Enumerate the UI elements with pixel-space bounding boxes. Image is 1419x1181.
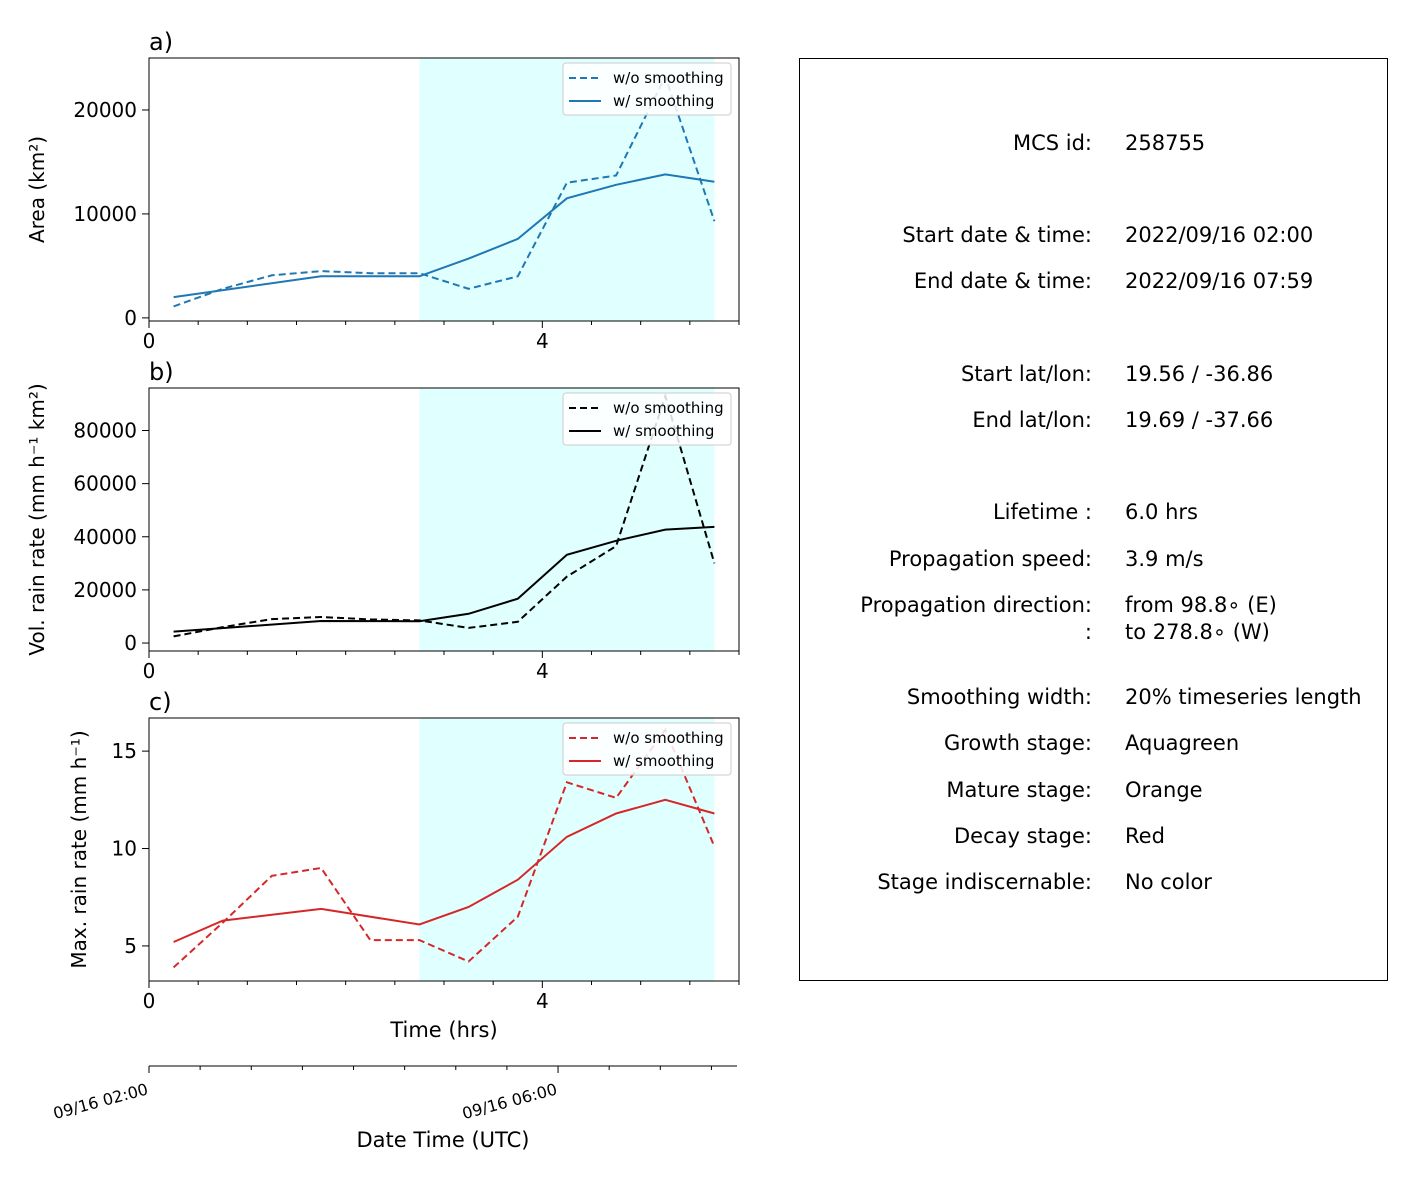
panel-label: b) [149, 358, 174, 386]
x-tick-label: 4 [536, 989, 549, 1013]
info-key: Decay stage: [954, 824, 1092, 848]
info-value: 20% timeseries length [1125, 685, 1362, 709]
legend-entry: w/o smoothing [613, 399, 724, 417]
legend-entry: w/ smoothing [613, 92, 714, 110]
y-tick-label: 10000 [73, 202, 137, 226]
info-value: Orange [1125, 778, 1203, 802]
info-value: 19.56 / -36.86 [1125, 362, 1274, 386]
info-value: 19.69 / -37.66 [1125, 408, 1274, 432]
y-tick-label: 40000 [73, 525, 137, 549]
y-axis-label: Area (km²) [25, 136, 49, 243]
info-key: End lat/lon: [972, 408, 1092, 432]
y-tick-label: 10 [112, 837, 137, 861]
info-value: 258755 [1125, 131, 1206, 155]
series-line-raw [173, 392, 716, 638]
info-key: Mature stage: [946, 778, 1092, 802]
y-tick-label: 5 [124, 934, 137, 958]
y-axis-label: Max. rain rate (mm h⁻¹) [67, 730, 91, 968]
info-value: No color [1125, 870, 1212, 894]
info-key: Smoothing width: [906, 685, 1092, 709]
legend-box [562, 62, 732, 116]
y-tick-label: 0 [124, 306, 137, 330]
info-key: Propagation direction: [860, 593, 1092, 617]
datetime-tick-label: 09/16 06:00 [460, 1080, 559, 1124]
y-tick-label: 20000 [73, 98, 137, 122]
legend-entry: w/ smoothing [613, 422, 714, 440]
y-tick-label: 20000 [73, 578, 137, 602]
info-value: Red [1125, 824, 1165, 848]
legend-entry: w/o smoothing [613, 69, 724, 87]
x-tick-label: 0 [143, 989, 156, 1013]
x-tick-label: 4 [536, 659, 549, 683]
info-key: Propagation speed: [888, 547, 1092, 571]
info-key: MCS id: [1012, 131, 1092, 155]
x-tick-label: 0 [143, 659, 156, 683]
y-tick-label: 60000 [73, 472, 137, 496]
chart-panel-c: 0 4 5 10 15 c) Max. rain rate (mm h⁻¹) Time (hr… [67, 688, 740, 1042]
info-key: Lifetime : [992, 500, 1092, 524]
info-key: Start date & time: [902, 223, 1092, 247]
series-line-smoothed [173, 798, 715, 943]
chart-panel-a: 0 4 0 10000 20000 a) Area (km²) w/o smoothing w/… [25, 28, 740, 353]
series-line-smoothed [173, 173, 715, 299]
y-tick-label: 15 [112, 739, 137, 763]
info-value: from 98.8∘ (E) [1125, 593, 1277, 617]
x-tick-label: 0 [143, 329, 156, 353]
legend-box [562, 392, 732, 446]
x-axis-label: Time (hrs) [389, 1018, 497, 1042]
info-key: End date & time: [913, 269, 1092, 293]
info-value: Aquagreen [1125, 731, 1240, 755]
info-key: : [1084, 620, 1092, 644]
y-axis-label: Vol. rain rate (mm h⁻¹ km²) [25, 383, 49, 655]
y-tick-label: 0 [124, 631, 137, 655]
legend-entry: w/ smoothing [613, 752, 714, 770]
mcs-info-panel: MCS id: 258755 Start date & time: 2022/09/1… [799, 58, 1388, 981]
datetime-axis-label: Date Time (UTC) [357, 1128, 530, 1152]
legend-entry: w/o smoothing [613, 729, 724, 747]
panel-label: a) [149, 28, 173, 56]
info-value: 3.9 m/s [1125, 547, 1204, 571]
info-value: 2022/09/16 07:59 [1125, 269, 1314, 293]
info-key: Growth stage: [943, 731, 1092, 755]
datetime-axis: 09/16 02:00 09/16 06:00 Date Time (UTC) [51, 1065, 737, 1152]
chart-panel-b: 0 4 0 20000 40000 60000 80000 b) Vol. rain rate … [25, 358, 740, 683]
info-value: 2022/09/16 02:00 [1125, 223, 1314, 247]
series-line-raw [173, 74, 716, 308]
series-line-smoothed [173, 525, 715, 633]
info-value: 6.0 hrs [1125, 500, 1198, 524]
info-key: Start lat/lon: [960, 362, 1092, 386]
datetime-tick-label: 09/16 02:00 [51, 1080, 150, 1124]
info-value: to 278.8∘ (W) [1125, 620, 1270, 644]
series-line-raw [172, 727, 716, 969]
legend-box [562, 722, 732, 776]
panel-label: c) [149, 688, 172, 716]
x-tick-label: 4 [536, 329, 549, 353]
y-tick-label: 80000 [73, 419, 137, 443]
info-key: Stage indiscernable: [877, 870, 1092, 894]
